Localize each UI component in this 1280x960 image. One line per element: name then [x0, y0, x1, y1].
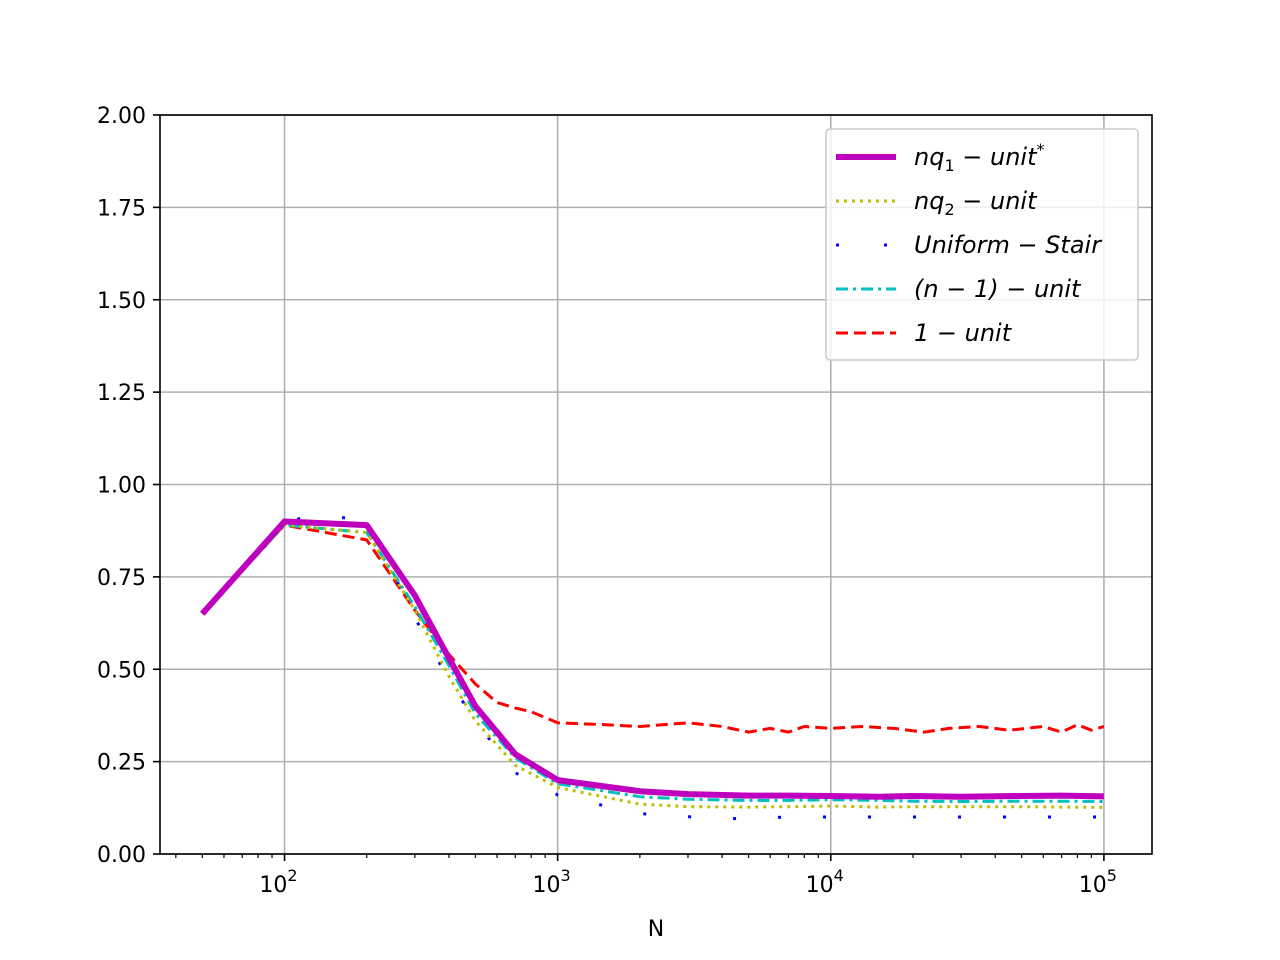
legend-label: Uniform − Stair — [914, 231, 1103, 259]
legend-label: (n − 1) − unit — [914, 275, 1082, 303]
x-axis-label: N — [648, 917, 664, 942]
y-tick-label: 1.75 — [97, 196, 146, 221]
y-tick-label: 1.00 — [97, 474, 146, 499]
legend-label: nq2 − unit — [914, 187, 1038, 219]
y-tick-label: 0.00 — [97, 843, 146, 868]
legend-label: 1 − unit — [914, 319, 1013, 347]
legend: nq1 − unit* nq2 − unit Uniform − Stair (n −… — [826, 129, 1138, 360]
y-tick-label: 2.00 — [97, 104, 146, 129]
y-tick-label: 0.50 — [97, 658, 146, 683]
y-tick-label: 1.50 — [97, 289, 146, 314]
y-tick-label: 0.75 — [97, 566, 146, 591]
y-tick-label: 1.25 — [97, 381, 146, 406]
y-tick-label: 0.25 — [97, 751, 146, 776]
legend-label: nq1 − unit* — [914, 140, 1045, 175]
